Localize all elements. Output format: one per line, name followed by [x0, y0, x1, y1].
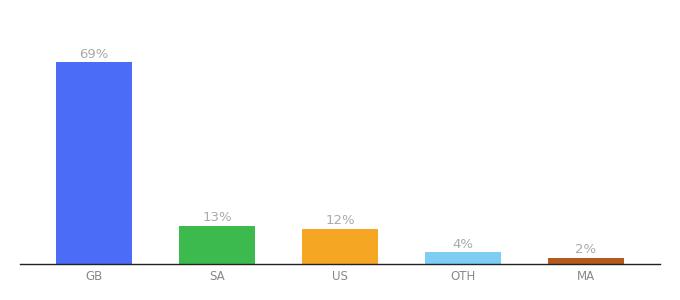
Bar [548, 258, 624, 264]
Bar [302, 229, 378, 264]
Text: 69%: 69% [80, 48, 109, 61]
Text: 13%: 13% [202, 211, 232, 224]
Bar [179, 226, 255, 264]
Text: 2%: 2% [575, 243, 596, 256]
Text: 4%: 4% [452, 238, 473, 250]
Bar [56, 62, 133, 264]
Text: 12%: 12% [325, 214, 355, 227]
Bar [425, 252, 501, 264]
